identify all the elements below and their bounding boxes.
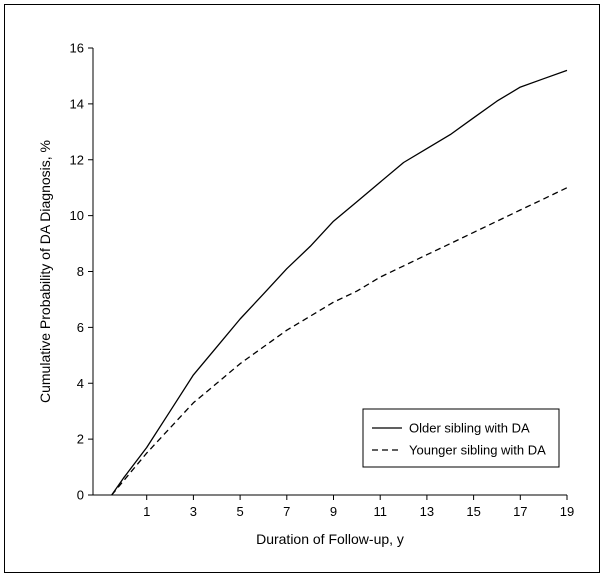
- y-axis-title: Cumulative Probability of DA Diagnosis, …: [37, 140, 53, 403]
- y-tick-label: 8: [77, 264, 84, 279]
- x-tick-label: 17: [513, 504, 527, 519]
- y-tick-label: 4: [77, 376, 84, 391]
- x-tick-label: 13: [420, 504, 434, 519]
- legend-label: Younger sibling with DA: [409, 443, 546, 458]
- y-tick-label: 14: [70, 96, 84, 111]
- series-line-younger-sibling: [111, 187, 568, 496]
- legend: Older sibling with DA Younger sibling wit…: [362, 408, 560, 468]
- x-tick-label: 19: [560, 504, 574, 519]
- x-tick-label: 1: [143, 504, 150, 519]
- y-tick-label: 6: [77, 320, 84, 335]
- legend-box: [362, 408, 560, 468]
- x-axis-title: Duration of Follow-up, y: [256, 531, 404, 547]
- legend-label: Older sibling with DA: [409, 421, 530, 436]
- x-axis-ticks: 1 3 5 7 9 11 13 15 17 19: [143, 495, 574, 519]
- y-tick-label: 0: [77, 488, 84, 503]
- y-tick-label: 16: [70, 41, 84, 56]
- y-tick-label: 12: [70, 152, 84, 167]
- x-tick-label: 3: [190, 504, 197, 519]
- series-lines: [111, 69, 568, 496]
- legend-items: Older sibling with DA Younger sibling wit…: [372, 421, 546, 458]
- x-tick-label: 7: [283, 504, 290, 519]
- y-axis-ticks: 0 2 4 6 8 10 12 14 16: [70, 41, 93, 503]
- y-tick-label: 10: [70, 208, 84, 223]
- x-tick-label: 5: [236, 504, 243, 519]
- y-tick-label: 2: [77, 432, 84, 447]
- x-tick-label: 11: [373, 504, 387, 519]
- x-tick-label: 15: [466, 504, 480, 519]
- series-line-older-sibling: [111, 69, 568, 496]
- x-tick-label: 9: [330, 504, 337, 519]
